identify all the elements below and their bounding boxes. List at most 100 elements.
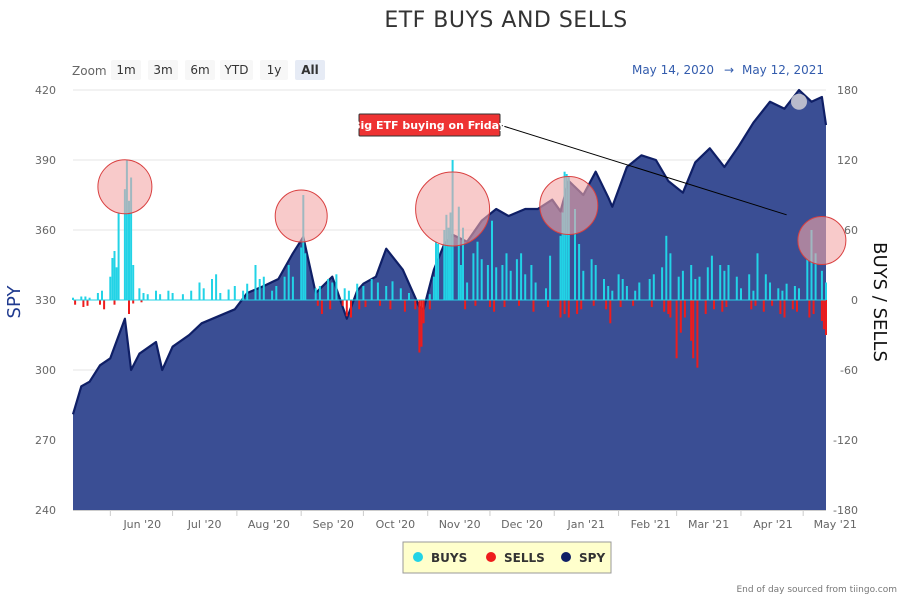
buy-bar[interactable] (254, 265, 257, 300)
buy-bar[interactable] (567, 176, 570, 300)
buy-bar[interactable] (233, 286, 236, 300)
sell-bar[interactable] (74, 300, 77, 305)
buy-bar[interactable] (130, 177, 133, 301)
buy-bar[interactable] (501, 265, 504, 300)
range-to-date[interactable]: May 12, 2021 (742, 63, 824, 77)
buy-bar[interactable] (335, 274, 338, 300)
buy-bar[interactable] (437, 244, 440, 300)
buy-bar[interactable] (111, 258, 114, 300)
sell-bar[interactable] (547, 300, 549, 307)
sell-bar[interactable] (576, 300, 579, 314)
buy-bar[interactable] (432, 276, 435, 300)
sell-bar[interactable] (493, 300, 496, 312)
buy-bar[interactable] (752, 290, 755, 300)
buy-bar[interactable] (561, 212, 564, 301)
buy-bar[interactable] (785, 283, 788, 300)
sell-bar[interactable] (762, 300, 765, 312)
buy-bar[interactable] (476, 241, 479, 300)
sell-bar[interactable] (518, 300, 520, 306)
buy-bar[interactable] (343, 288, 346, 300)
zoom-button-1m[interactable]: 1m (111, 60, 141, 80)
buy-bar[interactable] (698, 276, 701, 300)
buy-bar[interactable] (128, 200, 130, 300)
sell-bar[interactable] (464, 300, 467, 310)
sell-bar[interactable] (389, 300, 392, 310)
sell-bar[interactable] (721, 300, 724, 312)
buy-bar[interactable] (565, 174, 568, 300)
buy-bar[interactable] (574, 209, 576, 300)
sell-bar[interactable] (140, 300, 143, 303)
buy-bar[interactable] (227, 289, 230, 301)
buy-bar[interactable] (459, 265, 462, 300)
buy-bar[interactable] (376, 282, 379, 301)
buy-bar[interactable] (72, 297, 74, 300)
buy-bar[interactable] (167, 290, 170, 300)
sell-bar[interactable] (609, 300, 612, 324)
buy-bar[interactable] (318, 286, 321, 300)
sell-bar[interactable] (704, 300, 707, 314)
buy-bar[interactable] (215, 274, 218, 300)
buy-bar[interactable] (505, 253, 508, 300)
buy-bar[interactable] (563, 171, 566, 300)
sell-bar[interactable] (103, 300, 106, 310)
sell-bar[interactable] (82, 300, 85, 307)
sell-bar[interactable] (128, 300, 130, 314)
buy-bar[interactable] (634, 290, 637, 300)
sell-bar[interactable] (403, 300, 406, 312)
buy-bar[interactable] (181, 294, 184, 300)
buy-bar[interactable] (101, 290, 103, 300)
buy-bar[interactable] (202, 288, 205, 300)
buy-bar[interactable] (549, 255, 552, 300)
sell-bar[interactable] (771, 300, 774, 306)
sell-bar[interactable] (808, 300, 811, 318)
buy-bar[interactable] (524, 274, 527, 300)
sell-bar[interactable] (690, 300, 693, 341)
buy-bar[interactable] (327, 279, 330, 300)
buy-bar[interactable] (681, 270, 684, 300)
sell-bar[interactable] (592, 300, 595, 306)
buy-bar[interactable] (690, 265, 693, 300)
buy-bar[interactable] (275, 286, 278, 300)
sell-bar[interactable] (113, 300, 116, 305)
sell-bar[interactable] (320, 300, 323, 314)
sell-bar[interactable] (132, 300, 135, 304)
sell-bar[interactable] (669, 300, 672, 318)
buy-bar[interactable] (115, 267, 118, 300)
buy-bar[interactable] (472, 253, 475, 300)
buy-bar[interactable] (719, 265, 722, 300)
buy-bar[interactable] (109, 276, 112, 300)
buy-bar[interactable] (142, 293, 145, 300)
buy-bar[interactable] (462, 227, 464, 300)
buy-bar[interactable] (347, 290, 350, 300)
buy-bar[interactable] (302, 195, 305, 300)
zoom-button-6m[interactable]: 6m (185, 60, 215, 80)
buy-bar[interactable] (652, 274, 655, 300)
zoom-button-1y[interactable]: 1y (260, 60, 288, 80)
sell-bar[interactable] (675, 300, 678, 359)
sell-bar[interactable] (379, 300, 381, 306)
sell-bar[interactable] (345, 300, 348, 317)
buy-bar[interactable] (534, 282, 537, 301)
buy-bar[interactable] (242, 290, 245, 300)
buy-bar[interactable] (125, 160, 128, 300)
buy-bar[interactable] (258, 279, 261, 300)
buy-bar[interactable] (661, 267, 664, 300)
sell-bar[interactable] (86, 300, 89, 306)
legend-item-buys[interactable]: BUYS (413, 551, 467, 565)
buy-bar[interactable] (198, 282, 201, 301)
buy-bar[interactable] (211, 279, 213, 300)
buy-bar[interactable] (117, 212, 120, 301)
buy-bar[interactable] (740, 288, 742, 300)
buy-bar[interactable] (625, 286, 628, 300)
sell-bar[interactable] (796, 300, 798, 312)
buy-bar[interactable] (449, 212, 452, 301)
credits[interactable]: End of day sourced from tiingo.com (736, 585, 897, 595)
buy-bar[interactable] (825, 282, 827, 301)
buy-bar[interactable] (283, 276, 286, 300)
buy-bar[interactable] (219, 293, 222, 300)
buy-bar[interactable] (370, 279, 373, 300)
sell-bar[interactable] (779, 300, 782, 314)
sell-bar[interactable] (619, 300, 622, 307)
buy-bar[interactable] (435, 241, 437, 300)
buy-bar[interactable] (723, 270, 726, 300)
